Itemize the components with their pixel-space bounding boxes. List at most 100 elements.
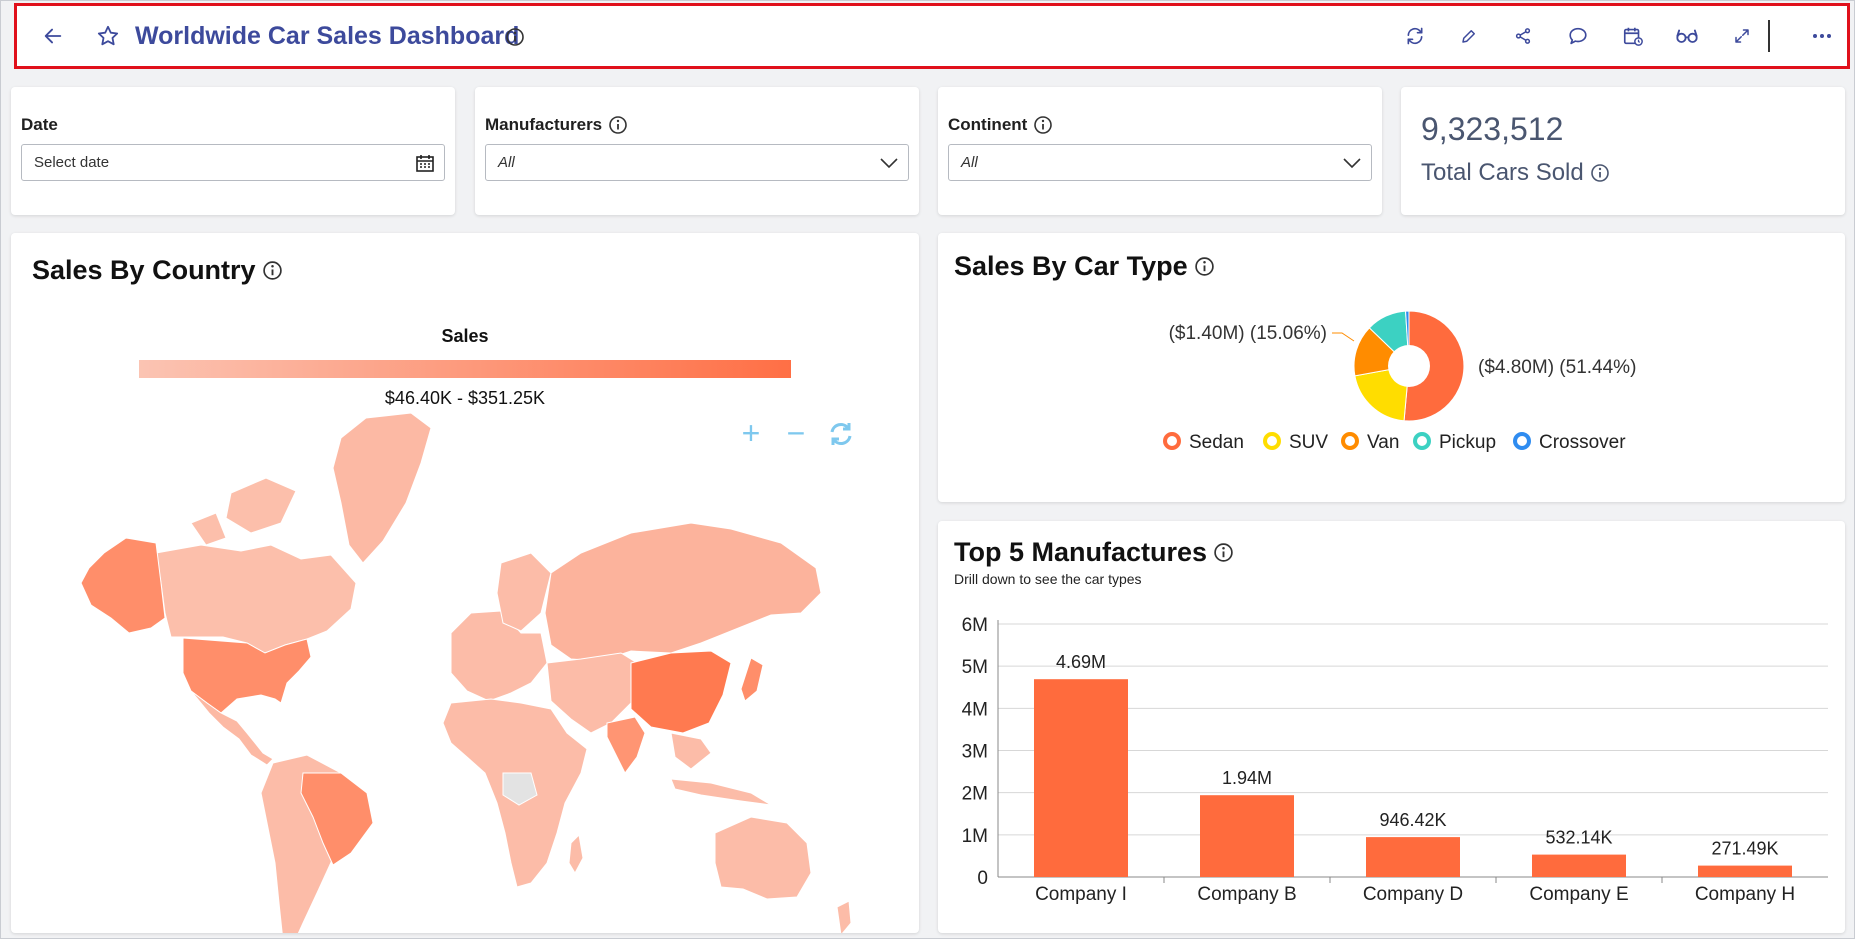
map-region-japan[interactable] [740, 657, 764, 702]
manufacturers-select[interactable]: All [485, 144, 909, 181]
total-cars-kpi-card: 9,323,512 Total Cars Sold [1401, 87, 1845, 215]
zoom-out-button[interactable]: − [787, 415, 806, 451]
top-manufactures-bar-chart: 0 1M 2M 3M 4M 5M 6M 4.69M Company I 1.94M Company … [962, 615, 1828, 905]
continent-filter-card: Continent All [938, 87, 1382, 215]
bar-data-label: 1.94M [1222, 768, 1272, 788]
manufacturers-select-value: All [498, 154, 515, 171]
pie-slice-sedan[interactable] [1403, 310, 1465, 422]
zoom-in-button[interactable]: + [742, 415, 761, 451]
map-region-madagascar[interactable] [568, 833, 584, 875]
map-region-mexico[interactable] [190, 690, 274, 766]
bar-data-label: 532.14K [1545, 828, 1612, 848]
view-icon [1676, 29, 1698, 43]
bar-company-d[interactable] [1366, 837, 1460, 877]
top-manufactures-title: Top 5 Manufactures [954, 537, 1234, 568]
date-filter-label: Date [21, 115, 58, 134]
manufacturers-filter-label: Manufacturers [485, 115, 628, 135]
bar-company-i[interactable] [1034, 679, 1128, 877]
world-map [80, 412, 852, 933]
more-icon [1813, 34, 1831, 38]
map-region-india[interactable] [606, 716, 646, 774]
map-region-no-data[interactable] [502, 772, 538, 806]
legend-marker [1163, 432, 1181, 450]
map-region-new-zealand[interactable] [836, 900, 852, 933]
reset-zoom-icon[interactable] [830, 423, 852, 445]
legend-marker [1341, 432, 1359, 450]
y-tick-label: 1M [962, 826, 988, 847]
expand-icon [1735, 29, 1749, 43]
info-icon[interactable] [1590, 163, 1610, 183]
map-region-central-asia[interactable] [546, 652, 648, 734]
x-tick-label: Company I [1035, 884, 1127, 905]
info-icon[interactable] [1033, 115, 1053, 135]
map-region-australia[interactable] [714, 816, 812, 900]
legend-item-pickup[interactable]: Pickup [1413, 432, 1496, 453]
kpi-label: Total Cars Sold [1421, 159, 1610, 187]
legend-item-van[interactable]: Van [1341, 432, 1399, 453]
edit-icon [1462, 30, 1475, 43]
bar-company-h[interactable] [1698, 865, 1792, 877]
map-region-china[interactable] [630, 650, 732, 734]
bar-company-e[interactable] [1532, 854, 1626, 877]
expand-button[interactable] [1727, 21, 1757, 51]
car-type-pie-chart: ($1.40M) (15.06%) ($4.80M) (51.44%) Seda… [1163, 310, 1636, 453]
legend-label: SUV [1289, 432, 1328, 453]
chevron-down-icon[interactable] [1341, 152, 1363, 174]
legend-item-crossover[interactable]: Crossover [1513, 432, 1626, 453]
edit-button[interactable] [1454, 21, 1484, 51]
bar-company-b[interactable] [1200, 795, 1294, 877]
continent-select[interactable]: All [948, 144, 1372, 181]
manufacturers-filter-card: Manufacturers All [475, 87, 919, 215]
map-region-southeast-asia[interactable] [670, 732, 712, 770]
map-region-greenland[interactable] [332, 412, 432, 564]
y-tick-label: 2M [962, 784, 988, 805]
map-region-canada[interactable] [155, 544, 357, 654]
y-tick-label: 4M [962, 699, 988, 720]
legend-label: Pickup [1439, 432, 1496, 453]
map-region-scandinavia[interactable] [496, 552, 552, 632]
more-button[interactable] [1807, 21, 1837, 51]
calendar-icon[interactable] [414, 152, 436, 174]
map-region-indonesia[interactable] [670, 778, 772, 806]
bar-data-label: 271.49K [1711, 839, 1778, 859]
share-button[interactable] [1508, 21, 1538, 51]
sales-by-country-title: Sales By Country [32, 255, 283, 286]
map-region-arctic-islands[interactable] [190, 512, 227, 546]
schedule-button[interactable] [1618, 21, 1648, 51]
x-tick-label: Company B [1197, 884, 1296, 905]
legend-item-sedan[interactable]: Sedan [1163, 432, 1244, 453]
world-map-chart: Sales $46.40K - $351.25K + − [80, 326, 852, 933]
dashboard-header: Worldwide Car Sales Dashboard [14, 3, 1850, 69]
view-button[interactable] [1672, 21, 1702, 51]
map-region-brazil[interactable] [300, 772, 374, 866]
legend-item-suv[interactable]: SUV [1263, 432, 1328, 453]
map-region-europe[interactable] [450, 610, 548, 702]
refresh-button[interactable] [1400, 21, 1430, 51]
info-icon[interactable] [503, 25, 527, 49]
chevron-down-icon[interactable] [878, 152, 900, 174]
y-tick-label: 6M [962, 615, 988, 636]
continent-filter-label: Continent [948, 115, 1053, 135]
map-legend-gradient [139, 360, 791, 378]
bar-data-label: 946.42K [1379, 810, 1446, 830]
legend-label: Crossover [1539, 432, 1626, 453]
info-icon[interactable] [262, 260, 283, 281]
legend-label: Sedan [1189, 432, 1244, 453]
map-region-russia[interactable] [544, 522, 822, 662]
kpi-value: 9,323,512 [1421, 111, 1564, 147]
date-input[interactable]: Select date [21, 144, 445, 181]
info-icon[interactable] [1194, 256, 1215, 277]
favorite-button[interactable] [92, 20, 124, 52]
map-region-alaska[interactable] [80, 537, 166, 634]
x-tick-label: Company H [1695, 884, 1795, 905]
toolbar-divider [1768, 20, 1770, 52]
info-icon[interactable] [1213, 542, 1234, 563]
info-icon[interactable] [608, 115, 628, 135]
schedule-icon [1623, 27, 1643, 46]
back-button[interactable] [37, 20, 69, 52]
x-tick-label: Company D [1363, 884, 1463, 905]
y-tick-label: 5M [962, 657, 988, 678]
comment-button[interactable] [1563, 21, 1593, 51]
map-region-arctic-islands[interactable] [225, 477, 297, 534]
pie-hole [1388, 345, 1430, 387]
